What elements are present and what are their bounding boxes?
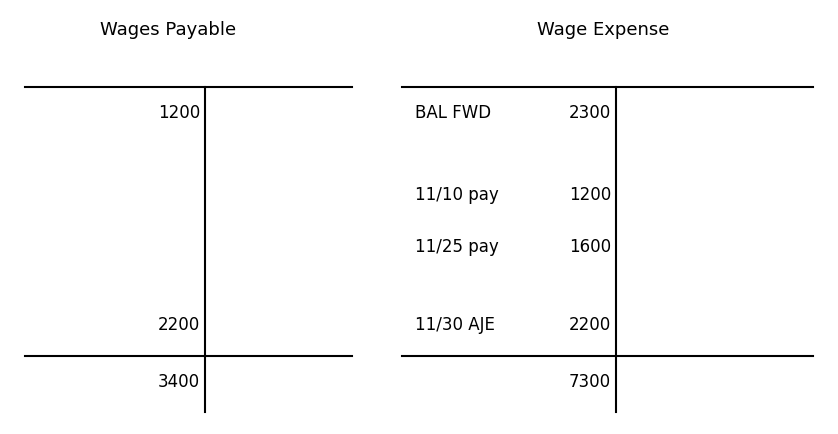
Text: BAL FWD: BAL FWD [415,104,491,122]
Text: 1600: 1600 [569,238,611,256]
Text: 2300: 2300 [569,104,611,122]
Text: 11/10 pay: 11/10 pay [415,186,499,204]
Text: 2200: 2200 [158,316,200,335]
Text: 2200: 2200 [569,316,611,335]
Text: 3400: 3400 [158,373,200,391]
Text: Wages Payable: Wages Payable [100,21,235,39]
Text: 1200: 1200 [569,186,611,204]
Text: 11/25 pay: 11/25 pay [415,238,499,256]
Text: Wage Expense: Wage Expense [537,21,670,39]
Text: 1200: 1200 [158,104,200,122]
Text: 11/30 AJE: 11/30 AJE [415,316,494,335]
Text: 7300: 7300 [569,373,611,391]
